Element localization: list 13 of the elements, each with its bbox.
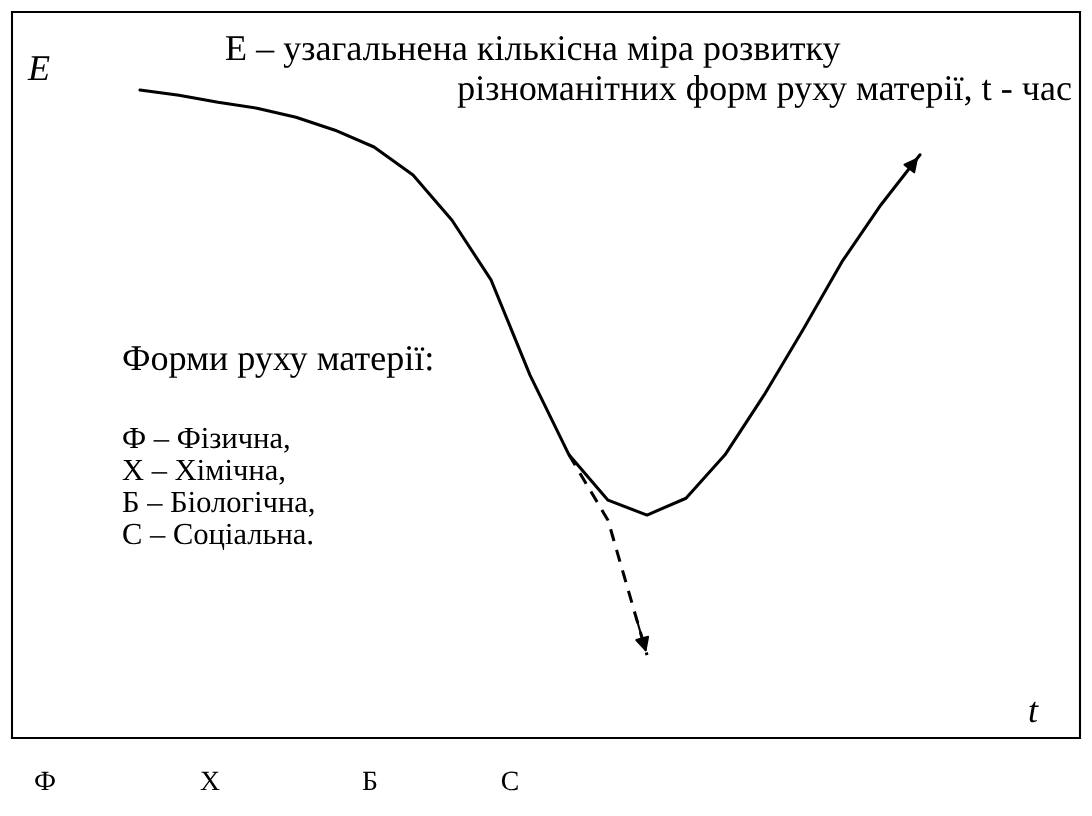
text: Х	[200, 771, 220, 790]
annotation: різноманітних форм руху матерії, t - час	[457, 74, 1071, 108]
text: Ф	[35, 771, 55, 790]
x-axis-title: t	[1029, 701, 1039, 723]
text: Б	[362, 771, 377, 790]
text: E – узагальнена кількісна міра розвитку	[226, 36, 841, 68]
annotation: Б – Біологічна,	[122, 491, 314, 517]
annotation: Ф – Фізична,	[123, 427, 289, 453]
annotation: Форми руху матерії:	[123, 346, 432, 378]
text: С	[501, 771, 518, 791]
annotation: С – Соціальна.	[123, 523, 312, 550]
y-axis-title: E	[27, 56, 50, 80]
annotation: Х – Хімічна,	[122, 459, 284, 485]
